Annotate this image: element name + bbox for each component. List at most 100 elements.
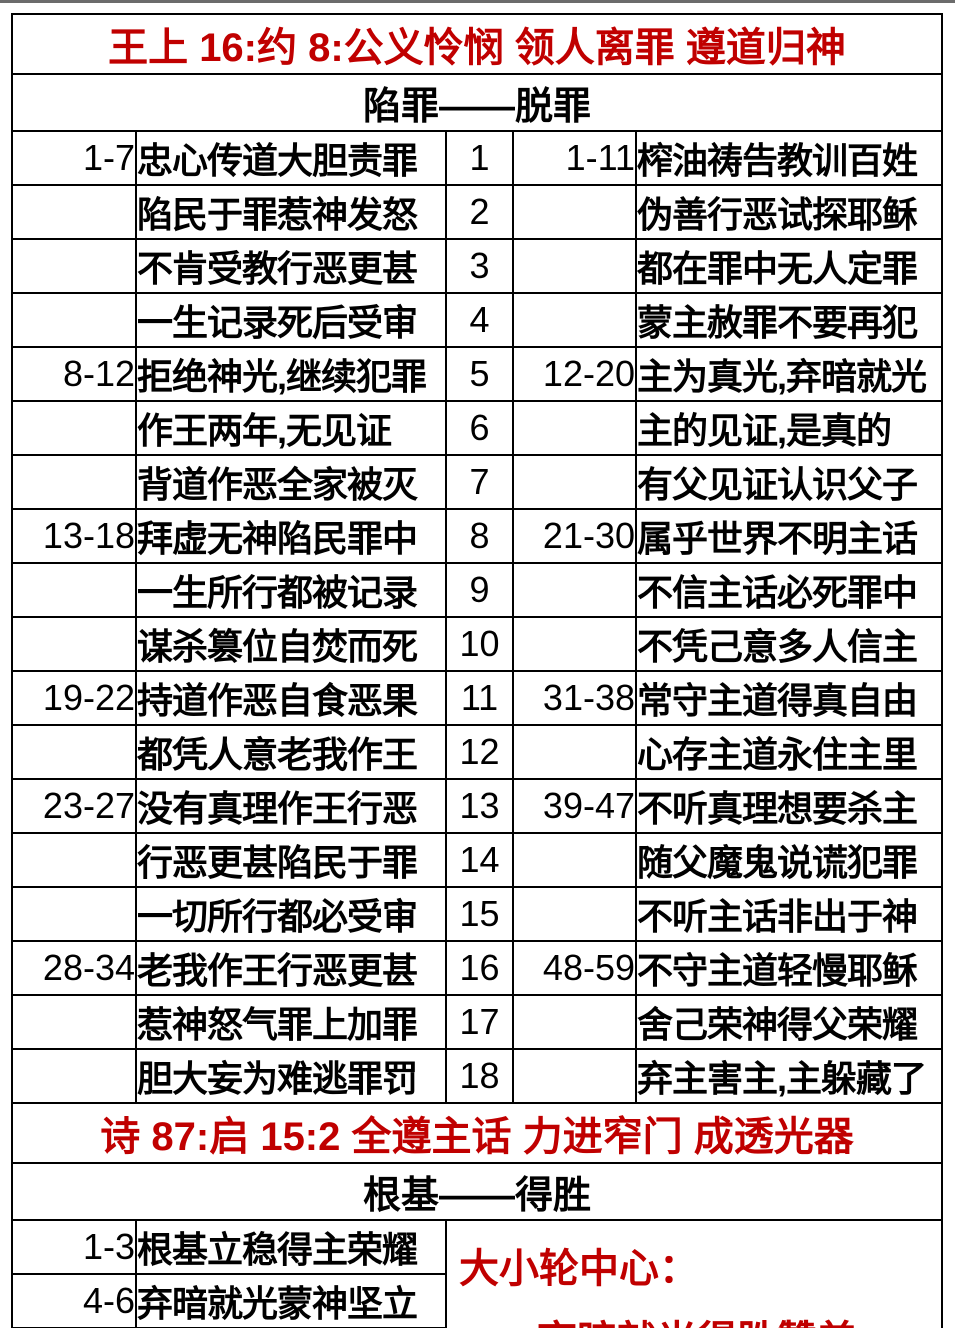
verse-range: 4-6	[11, 1273, 137, 1328]
left-summary: 持道作恶自食恶果	[135, 670, 447, 726]
left-summary: 惹神怒气罪上加罪	[135, 994, 447, 1050]
section2-title: 诗 87:启 15:2 全遵主话 力进窄门 成透光器	[11, 1102, 943, 1164]
right-verse-range	[512, 400, 637, 456]
table-row: 作王两年,无见证 6 主的见证,是真的	[11, 400, 943, 456]
center-note-body: 弃暗就光得胜赞美	[448, 1308, 940, 1328]
right-verse-range	[512, 238, 637, 294]
right-summary: 舍己荣神得父荣耀	[635, 994, 943, 1050]
left-summary: 拒绝神光,继续犯罪	[135, 346, 447, 402]
section2-subtitle: 根基——得胜	[11, 1162, 943, 1221]
right-summary: 主为真光,弃暗就光	[635, 346, 943, 402]
left-verse-range	[11, 616, 137, 672]
left-summary: 一生记录死后受审	[135, 292, 447, 348]
left-verse-range	[11, 994, 137, 1050]
section1-subtitle: 陷罪——脱罪	[11, 73, 943, 132]
row-number: 7	[445, 454, 514, 510]
row-number: 16	[445, 940, 514, 996]
right-summary: 不信主话必死罪中	[635, 562, 943, 618]
right-verse-range: 31-38	[512, 670, 637, 726]
table-row: 8-12 拒绝神光,继续犯罪 5 12-20 主为真光,弃暗就光	[11, 346, 943, 402]
table-row: 谋杀篡位自焚而死 10 不凭己意多人信主	[11, 616, 943, 672]
row-number: 15	[445, 886, 514, 942]
table-row: 19-22 持道作恶自食恶果 11 31-38 常守主道得真自由	[11, 670, 943, 726]
left-summary: 拜虚无神陷民罪中	[135, 508, 447, 564]
left-summary: 背道作恶全家被灭	[135, 454, 447, 510]
table-row: 1-3 根基立稳得主荣耀 大小轮中心： 弃暗就光得胜赞美	[11, 1219, 943, 1328]
table-row: 一生记录死后受审 4 蒙主赦罪不要再犯	[11, 292, 943, 348]
right-verse-range	[512, 184, 637, 240]
right-verse-range	[512, 616, 637, 672]
summary: 弃暗就光蒙神坚立	[135, 1273, 447, 1328]
row-number: 11	[445, 670, 514, 726]
row-number: 6	[445, 400, 514, 456]
left-verse-range	[11, 292, 137, 348]
table-row: 行恶更甚陷民于罪 14 随父魔鬼说谎犯罪	[11, 832, 943, 888]
left-summary: 都凭人意老我作王	[135, 724, 447, 780]
left-verse-range	[11, 238, 137, 294]
left-summary: 陷民于罪惹神发怒	[135, 184, 447, 240]
left-summary: 忠心传道大胆责罪	[135, 130, 447, 186]
row-number: 13	[445, 778, 514, 834]
verse-range: 1-3	[11, 1219, 137, 1275]
right-verse-range	[512, 1048, 637, 1104]
table-row: 4-6 弃暗就光蒙神坚立	[11, 1273, 942, 1328]
left-summary: 一生所行都被记录	[135, 562, 447, 618]
table-row: 一生所行都被记录 9 不信主话必死罪中	[11, 562, 943, 618]
row-number: 12	[445, 724, 514, 780]
right-verse-range: 1-11	[512, 130, 637, 186]
left-verse-range: 28-34	[11, 940, 137, 996]
right-summary: 榨油祷告教训百姓	[635, 130, 943, 186]
left-verse-range	[11, 184, 137, 240]
right-verse-range	[512, 832, 637, 888]
right-summary: 伪善行恶试探耶稣	[635, 184, 943, 240]
window-top-edge	[0, 0, 955, 3]
table-row: 一切所行都必受审 15 不听主话非出于神	[11, 886, 943, 942]
left-verse-range: 13-18	[11, 508, 137, 564]
right-summary: 不听主话非出于神	[635, 886, 943, 942]
left-verse-range	[11, 400, 137, 456]
study-outline-table: 王上 16:约 8:公义怜悯 领人离罪 遵道归神 陷罪——脱罪 1-7 忠心传道…	[11, 13, 943, 1328]
row-number: 5	[445, 346, 514, 402]
right-summary: 不凭己意多人信主	[635, 616, 943, 672]
right-summary: 心存主道永住主里	[635, 724, 943, 780]
table-row: 惹神怒气罪上加罪 17 舍己荣神得父荣耀	[11, 994, 943, 1050]
right-verse-range: 12-20	[512, 346, 637, 402]
right-summary: 弃主害主,主躲藏了	[635, 1048, 943, 1104]
row-number: 3	[445, 238, 514, 294]
left-verse-range	[11, 454, 137, 510]
table-row: 都凭人意老我作王 12 心存主道永住主里	[11, 724, 943, 780]
left-summary: 没有真理作王行恶	[135, 778, 447, 834]
left-summary: 作王两年,无见证	[135, 400, 447, 456]
table-row: 28-34 老我作王行恶更甚 16 48-59 不守主道轻慢耶稣	[11, 940, 943, 996]
left-verse-range	[11, 886, 137, 942]
row-number: 4	[445, 292, 514, 348]
right-summary: 主的见证,是真的	[635, 400, 943, 456]
left-verse-range	[11, 562, 137, 618]
right-verse-range: 48-59	[512, 940, 637, 996]
right-summary: 属乎世界不明主话	[635, 508, 943, 564]
right-verse-range: 39-47	[512, 778, 637, 834]
right-summary: 蒙主赦罪不要再犯	[635, 292, 943, 348]
left-verse-range: 23-27	[11, 778, 137, 834]
table-row: 不肯受教行恶更甚 3 都在罪中无人定罪	[11, 238, 943, 294]
left-summary: 一切所行都必受审	[135, 886, 447, 942]
row-number: 14	[445, 832, 514, 888]
left-verse-range	[11, 724, 137, 780]
right-verse-range	[512, 562, 637, 618]
right-summary: 不守主道轻慢耶稣	[635, 940, 943, 996]
left-summary: 老我作王行恶更甚	[135, 940, 447, 996]
row-number: 17	[445, 994, 514, 1050]
row-number: 1	[445, 130, 514, 186]
right-verse-range	[512, 454, 637, 510]
table-row: 陷民于罪惹神发怒 2 伪善行恶试探耶稣	[11, 184, 943, 240]
row-number: 10	[445, 616, 514, 672]
left-verse-range	[11, 832, 137, 888]
right-verse-range: 21-30	[512, 508, 637, 564]
left-summary: 胆大妄为难逃罪罚	[135, 1048, 447, 1104]
row-number: 9	[445, 562, 514, 618]
right-summary: 常守主道得真自由	[635, 670, 943, 726]
table-row: 13-18 拜虚无神陷民罪中 8 21-30 属乎世界不明主话	[11, 508, 943, 564]
right-verse-range	[512, 724, 637, 780]
right-verse-range	[512, 994, 637, 1050]
table-row: 胆大妄为难逃罪罚 18 弃主害主,主躲藏了	[11, 1048, 943, 1104]
